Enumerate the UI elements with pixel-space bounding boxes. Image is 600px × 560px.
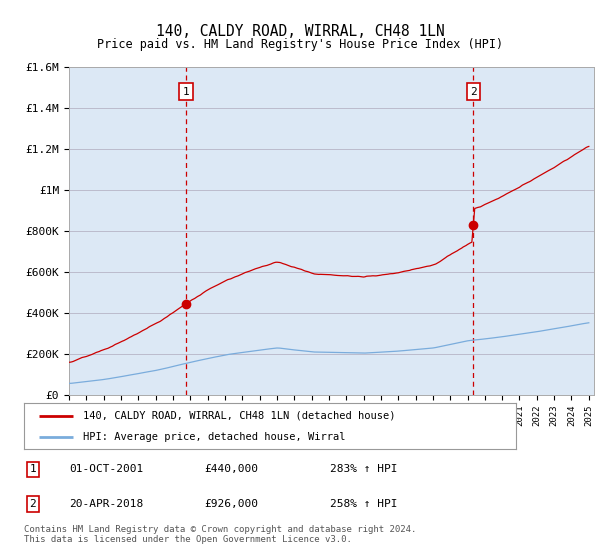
Text: 258% ↑ HPI: 258% ↑ HPI [330, 499, 398, 509]
Text: Price paid vs. HM Land Registry's House Price Index (HPI): Price paid vs. HM Land Registry's House … [97, 38, 503, 51]
Text: 01-OCT-2001: 01-OCT-2001 [69, 464, 143, 474]
Text: 1: 1 [29, 464, 37, 474]
Text: £440,000: £440,000 [204, 464, 258, 474]
Text: 20-APR-2018: 20-APR-2018 [69, 499, 143, 509]
Text: 1: 1 [182, 87, 190, 97]
Text: 140, CALDY ROAD, WIRRAL, CH48 1LN: 140, CALDY ROAD, WIRRAL, CH48 1LN [155, 24, 445, 39]
Text: HPI: Average price, detached house, Wirral: HPI: Average price, detached house, Wirr… [83, 432, 346, 442]
Text: 2: 2 [470, 87, 476, 97]
Text: Contains HM Land Registry data © Crown copyright and database right 2024.
This d: Contains HM Land Registry data © Crown c… [24, 525, 416, 544]
Text: 283% ↑ HPI: 283% ↑ HPI [330, 464, 398, 474]
Text: 140, CALDY ROAD, WIRRAL, CH48 1LN (detached house): 140, CALDY ROAD, WIRRAL, CH48 1LN (detac… [83, 410, 395, 421]
Text: 2: 2 [29, 499, 37, 509]
Text: £926,000: £926,000 [204, 499, 258, 509]
